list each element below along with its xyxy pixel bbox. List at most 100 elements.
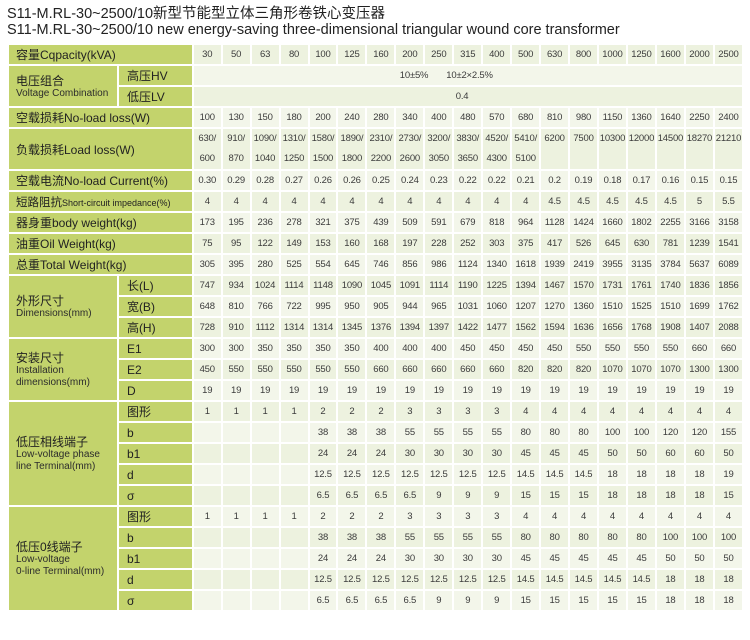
- table-cell: 15: [512, 486, 540, 506]
- table-cell: 14.5: [598, 570, 626, 590]
- table-cell: 4: [656, 402, 684, 422]
- table-row: 空载损耗No-load loss(W) 100 130 150 180 200 240 280…: [9, 108, 742, 128]
- table-cell: 1114: [280, 276, 308, 296]
- table-cell: 0.22: [483, 171, 511, 191]
- hv-value: 10±2×2.5%: [446, 70, 493, 82]
- row-sublabel: d: [118, 465, 192, 485]
- table-cell: 7500: [570, 129, 597, 170]
- row-group-label: 低压相线端子 Low-voltage phase line Terminal(mm): [9, 402, 117, 506]
- table-cell: 12.5: [367, 465, 395, 485]
- row-label-zh: 短路阻抗: [16, 196, 62, 209]
- table-cell: [193, 528, 221, 548]
- table-cell: 4: [425, 192, 453, 212]
- load-loss-top: 1580/: [311, 133, 335, 145]
- table-cell: 38: [309, 528, 337, 548]
- table-cell: 75: [193, 234, 221, 254]
- table-cell: [251, 444, 279, 464]
- table-cell: 19: [193, 381, 221, 401]
- table-cell: 120: [656, 423, 684, 443]
- table-cell: 0.2: [541, 171, 569, 191]
- row-sublabel: 高压HV: [118, 66, 192, 86]
- table-cell: 100: [193, 108, 221, 128]
- table-row: 低压相线端子 Low-voltage phase line Terminal(mm)…: [9, 402, 742, 506]
- load-loss-bottom: 3650: [457, 153, 479, 165]
- title-block: S11-M.RL-30~2500/10新型节能型立体三角形卷铁心变压器 S11-…: [7, 6, 744, 38]
- table-cell: 1600: [656, 45, 684, 65]
- table-cell: [222, 549, 250, 569]
- table-cell: 19: [396, 381, 424, 401]
- table-cell: 18: [685, 570, 713, 590]
- table-cell: 350: [280, 339, 308, 359]
- table-cell: 9: [425, 591, 453, 611]
- table-cell: 6.5: [338, 591, 366, 611]
- table-cell: 4: [309, 192, 337, 212]
- table-cell: 3: [396, 507, 424, 527]
- table-cell: 0.26: [338, 171, 366, 191]
- table-cell: 570: [483, 108, 511, 128]
- table-cell: 375: [338, 213, 366, 233]
- group-label-line: 低压相线端子: [16, 435, 89, 450]
- table-cell: 450: [454, 339, 482, 359]
- table-cell: 19: [425, 381, 453, 401]
- table-cell: 550: [280, 360, 308, 380]
- table-cell: 0.28: [251, 171, 279, 191]
- table-cell: 14.5: [541, 465, 569, 485]
- table-cell: 24: [338, 444, 366, 464]
- table-row: 高(H) 728 910 1112 1314 1314 1345 1376 1394 1397 14…: [9, 318, 742, 338]
- table-cell: 4: [396, 192, 424, 212]
- table-cell: 19: [598, 381, 626, 401]
- table-cell: 1699: [685, 297, 713, 317]
- table-cell: 550: [598, 339, 626, 359]
- table-cell: 12.5: [367, 570, 395, 590]
- table-cell: 766: [251, 297, 279, 317]
- table-cell: 660: [367, 360, 395, 380]
- table-cell: 450: [483, 339, 511, 359]
- table-cell: [280, 444, 308, 464]
- table-cell: 24: [367, 444, 395, 464]
- table-cell: 18: [714, 570, 742, 590]
- table-cell: 2400: [714, 108, 742, 128]
- table-cell: 0.16: [656, 171, 684, 191]
- table-cell: 964: [512, 213, 540, 233]
- table-cell: 4: [627, 507, 655, 527]
- table-cell: 4: [367, 192, 395, 212]
- table-cell: 4: [193, 192, 221, 212]
- table-cell: 0.17: [627, 171, 655, 191]
- table-cell: 4.5: [570, 192, 597, 212]
- table-cell: 2: [367, 507, 395, 527]
- table-cell: 630/600: [193, 129, 221, 170]
- row-label: 空载电流No-load Current(%): [9, 171, 192, 191]
- table-cell: [251, 549, 279, 569]
- table-cell: 1570: [570, 276, 597, 296]
- table-cell: 19: [309, 381, 337, 401]
- table-cell: 3: [454, 507, 482, 527]
- table-cell: 375: [512, 234, 540, 254]
- table-cell: 1: [193, 507, 221, 527]
- table-cell: 236: [251, 213, 279, 233]
- table-cell: 630: [541, 45, 569, 65]
- table-cell: 1090/1040: [251, 129, 279, 170]
- table-cell: 19: [512, 381, 540, 401]
- table-cell: 18: [685, 591, 713, 611]
- table-cell: 1: [222, 402, 250, 422]
- table-cell: 3: [483, 507, 511, 527]
- row-sublabel: 高(H): [118, 318, 192, 338]
- table-cell: 12.5: [309, 570, 337, 590]
- table-cell: 1310/1250: [280, 129, 308, 170]
- table-cell: 173: [193, 213, 221, 233]
- row-label: 短路阻抗Short-circuit impedance(%): [9, 192, 192, 212]
- table-cell: 350: [338, 339, 366, 359]
- table-cell: 4: [512, 402, 540, 422]
- table-cell: 525: [280, 255, 308, 275]
- load-loss-bottom: 3050: [428, 153, 450, 165]
- table-cell: 100: [656, 528, 684, 548]
- table-cell: 14500: [656, 129, 684, 170]
- table-cell: 55: [425, 423, 453, 443]
- group-label-line: 0-line Terminal(mm): [16, 565, 105, 577]
- load-loss-top: 1310/: [282, 133, 306, 145]
- group-label-line: 外形尺寸: [16, 294, 65, 309]
- table-cell: 38: [338, 528, 366, 548]
- table-cell: 1360: [570, 297, 597, 317]
- table-cell: 3135: [627, 255, 655, 275]
- table-cell: 1114: [425, 276, 453, 296]
